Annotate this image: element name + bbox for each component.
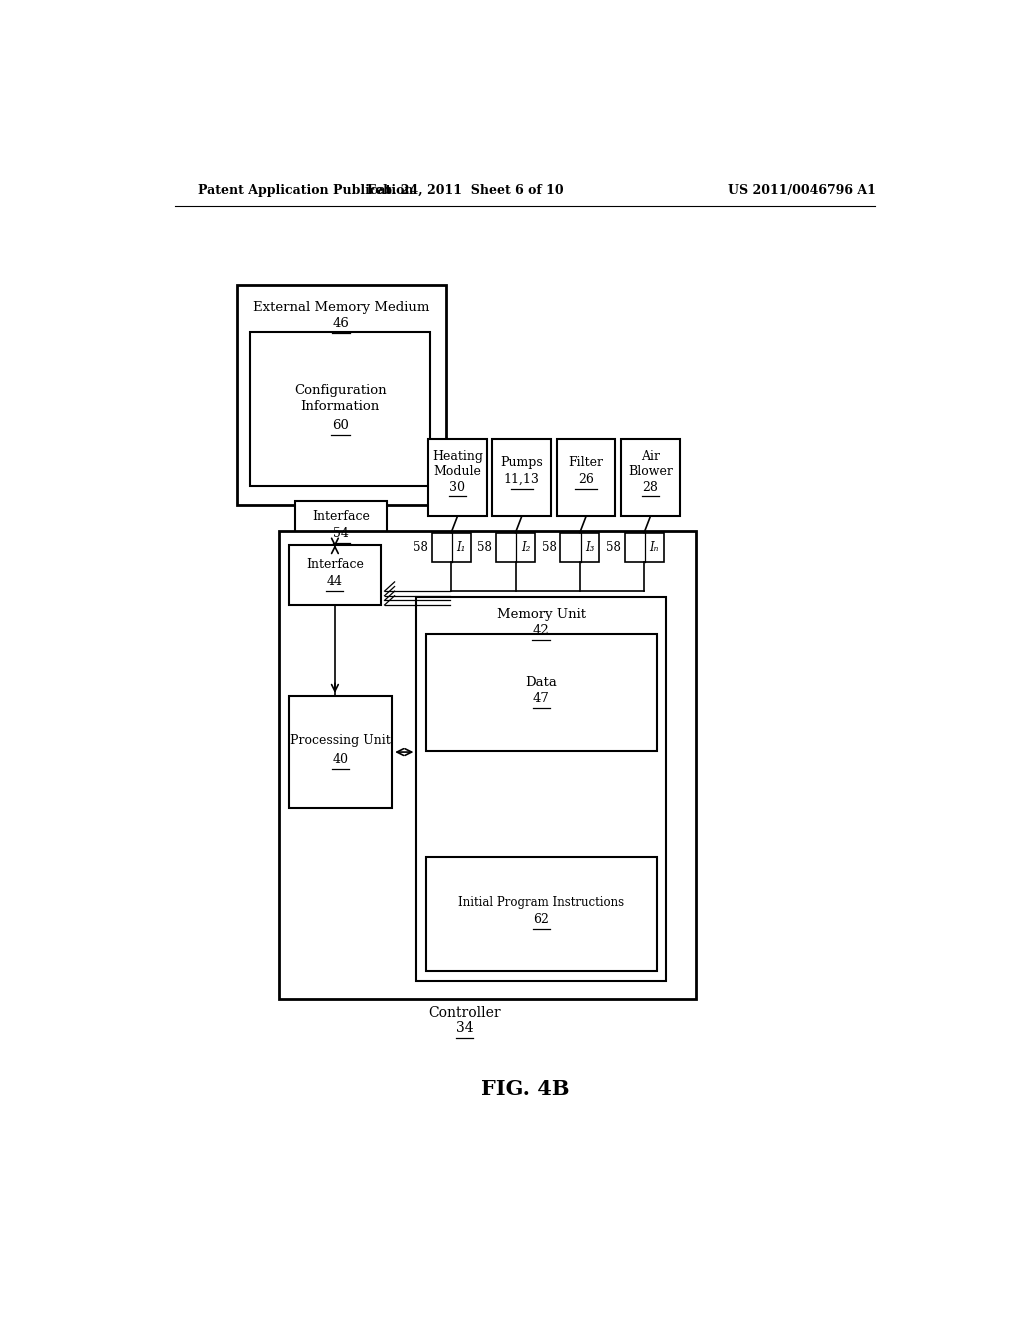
Text: 47: 47 [532, 693, 550, 705]
Text: Configuration: Configuration [294, 384, 387, 397]
Text: 46: 46 [333, 317, 349, 330]
Bar [625, 533, 664, 562]
Text: External Memory Medium: External Memory Medium [253, 301, 429, 314]
Text: Air: Air [641, 450, 659, 463]
Bar [432, 533, 471, 562]
Text: Patent Application Publication: Patent Application Publication [198, 185, 414, 197]
Text: 42: 42 [532, 624, 550, 638]
Text: 58: 58 [477, 541, 493, 554]
Bar [493, 440, 551, 516]
Text: 40: 40 [333, 752, 349, 766]
Text: I₂: I₂ [521, 541, 530, 554]
Text: Initial Program Instructions: Initial Program Instructions [458, 896, 625, 909]
Bar [251, 331, 430, 486]
Text: I₁: I₁ [457, 541, 466, 554]
Text: Heating: Heating [432, 450, 483, 463]
Text: 58: 58 [542, 541, 557, 554]
Bar [621, 440, 680, 516]
Text: Feb. 24, 2011  Sheet 6 of 10: Feb. 24, 2011 Sheet 6 of 10 [367, 185, 563, 197]
Text: 60: 60 [332, 418, 349, 432]
Text: 44: 44 [327, 576, 343, 589]
Bar [280, 531, 696, 999]
Bar [496, 533, 535, 562]
Text: 58: 58 [413, 541, 428, 554]
Text: 58: 58 [606, 541, 621, 554]
Text: Blower: Blower [628, 465, 673, 478]
Bar [560, 533, 599, 562]
Text: Pumps: Pumps [501, 455, 543, 469]
Text: 62: 62 [534, 913, 549, 927]
Text: Controller: Controller [428, 1006, 501, 1020]
Text: Data: Data [525, 676, 557, 689]
Bar [428, 440, 486, 516]
Text: 34: 34 [456, 1022, 473, 1035]
Text: 28: 28 [642, 480, 658, 494]
Bar [289, 545, 381, 605]
Bar [557, 440, 615, 516]
Text: Interface: Interface [306, 558, 364, 572]
Text: 54: 54 [333, 527, 349, 540]
Text: Information: Information [301, 400, 380, 413]
Text: I₃: I₃ [585, 541, 595, 554]
Bar [417, 597, 666, 981]
Text: Memory Unit: Memory Unit [497, 607, 586, 620]
Text: FIG. 4B: FIG. 4B [480, 1078, 569, 1098]
Text: US 2011/0046796 A1: US 2011/0046796 A1 [728, 185, 877, 197]
Text: 26: 26 [579, 473, 594, 486]
Bar [426, 857, 656, 970]
Text: 11,13: 11,13 [504, 473, 540, 486]
Text: Interface: Interface [312, 511, 370, 523]
Bar [237, 285, 445, 506]
Bar [295, 502, 387, 549]
Text: Filter: Filter [568, 455, 603, 469]
Bar [289, 696, 392, 808]
Text: 30: 30 [450, 480, 465, 494]
Bar [426, 635, 656, 751]
Text: Module: Module [433, 465, 481, 478]
Text: Processing Unit: Processing Unit [291, 734, 391, 747]
Text: Iₙ: Iₙ [649, 541, 658, 554]
